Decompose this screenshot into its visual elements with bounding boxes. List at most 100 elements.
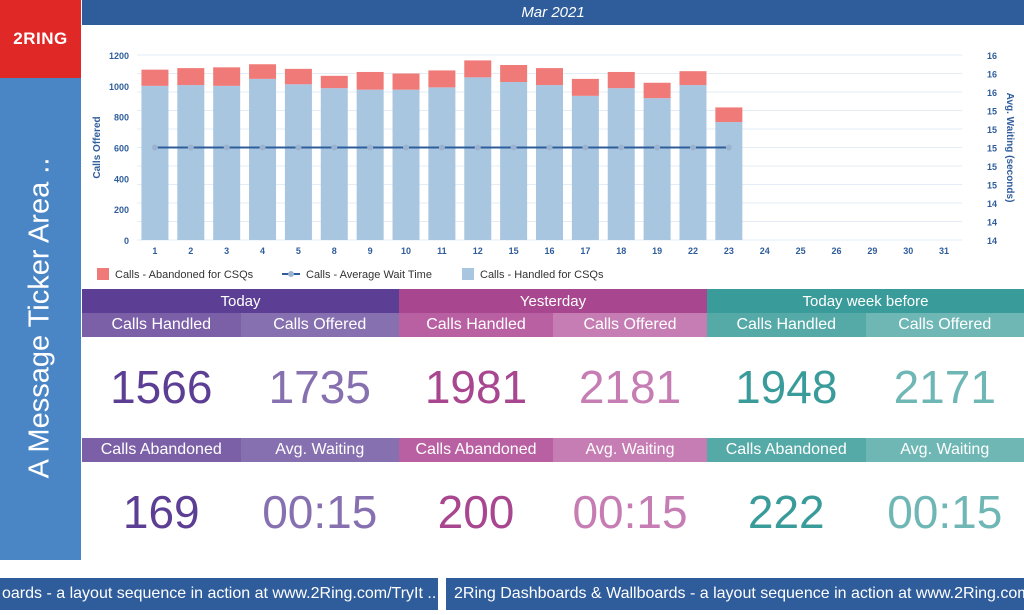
group-title: Today	[82, 289, 399, 313]
calls-abandoned-label: Calls Abandoned	[707, 438, 866, 462]
bar-handled	[428, 87, 456, 240]
brand-logo: 2RING	[0, 0, 81, 78]
x-tick-label: 5	[296, 246, 301, 256]
x-tick-label: 19	[652, 246, 662, 256]
avg-waiting-value: 00:15	[572, 486, 688, 538]
y-tick-label: 600	[114, 144, 129, 154]
y2-tick-label: 15	[987, 181, 997, 191]
calls-abandoned-value: 169	[122, 486, 200, 538]
bar-abandoned	[428, 70, 456, 88]
x-tick-label: 30	[903, 246, 913, 256]
calls-abandoned-value: 200	[437, 486, 515, 538]
x-tick-label: 31	[939, 246, 949, 256]
x-tick-label: 23	[724, 246, 734, 256]
calls-handled-value: 1566	[110, 361, 213, 413]
wait-time-point	[151, 144, 158, 151]
y2-tick-label: 14	[987, 199, 997, 209]
calls-handled-label: Calls Handled	[82, 313, 241, 337]
wait-time-point	[295, 144, 302, 151]
bar-abandoned	[500, 65, 528, 82]
x-tick-label: 12	[473, 246, 483, 256]
calls-chart: 1414141515151515161616020040060080010001…	[92, 51, 1015, 281]
x-tick-label: 16	[544, 246, 554, 256]
y2-tick-label: 15	[987, 125, 997, 135]
x-tick-label: 22	[688, 246, 698, 256]
legend-wait-label: Calls - Average Wait Time	[306, 269, 432, 281]
bar-abandoned	[320, 75, 348, 89]
avg-waiting-value: 00:15	[887, 486, 1003, 538]
calls-offered-value: 2181	[578, 361, 682, 413]
x-tick-label: 25	[796, 246, 806, 256]
y-tick-label: 800	[114, 113, 129, 123]
bar-abandoned	[571, 78, 599, 96]
legend-handled-label: Calls - Handled for CSQs	[480, 269, 604, 281]
bar-handled	[141, 85, 169, 240]
bar-abandoned	[284, 68, 312, 85]
bar-abandoned	[249, 64, 277, 79]
legend-handled-swatch	[462, 268, 474, 280]
wait-time-point	[510, 144, 517, 151]
bar-abandoned	[679, 71, 707, 86]
bar-handled	[249, 78, 277, 240]
x-tick-label: 10	[401, 246, 411, 256]
bar-abandoned	[141, 69, 169, 86]
calls-offered-value: 1735	[268, 361, 371, 413]
wait-time-point	[187, 144, 194, 151]
avg-waiting-value: 00:15	[262, 486, 378, 538]
bar-handled	[177, 85, 205, 240]
wait-time-point	[689, 144, 696, 151]
x-tick-label: 2	[188, 246, 193, 256]
bar-handled	[464, 77, 492, 240]
bottom-ticker-right: 2Ring Dashboards & Wallboards - a layout…	[446, 578, 1024, 610]
x-tick-label: 1	[152, 246, 157, 256]
x-tick-label: 11	[437, 246, 447, 256]
calls-handled-label: Calls Handled	[399, 313, 553, 337]
bar-handled	[715, 122, 743, 240]
bar-abandoned	[177, 68, 205, 86]
wait-time-point	[474, 144, 481, 151]
y2-tick-label: 16	[987, 70, 997, 80]
bar-abandoned	[392, 73, 420, 90]
x-tick-label: 15	[509, 246, 519, 256]
bar-handled	[643, 98, 671, 241]
bar-handled	[213, 85, 241, 240]
x-tick-label: 17	[580, 246, 590, 256]
bar-abandoned	[643, 82, 671, 99]
y-axis-label: Calls Offered	[92, 116, 103, 178]
avg-waiting-label: Avg. Waiting	[553, 438, 707, 462]
y-tick-label: 1000	[109, 82, 129, 92]
y-tick-label: 0	[124, 236, 129, 246]
wait-time-point	[654, 144, 661, 151]
bar-handled	[392, 89, 420, 240]
y-tick-label: 400	[114, 174, 129, 184]
y2-tick-label: 15	[987, 144, 997, 154]
calls-offered-label: Calls Offered	[240, 313, 399, 337]
x-tick-label: 26	[831, 246, 841, 256]
bar-handled	[284, 84, 312, 240]
wait-time-point	[367, 144, 374, 151]
legend-abandoned-swatch	[97, 268, 109, 280]
x-tick-label: 9	[368, 246, 373, 256]
group-title: Today week before	[707, 289, 1024, 313]
bar-abandoned	[464, 60, 492, 78]
calls-offered-label: Calls Offered	[865, 313, 1024, 337]
group-title: Yesterday	[399, 289, 707, 313]
calls-offered-label: Calls Offered	[553, 313, 707, 337]
bar-handled	[679, 85, 707, 240]
calls-abandoned-label: Calls Abandoned	[82, 438, 241, 462]
bar-handled	[356, 89, 384, 240]
legend-abandoned-label: Calls - Abandoned for CSQs	[115, 269, 254, 281]
calls-abandoned-label: Calls Abandoned	[399, 438, 553, 462]
avg-waiting-label: Avg. Waiting	[240, 438, 399, 462]
bar-handled	[500, 81, 528, 240]
x-tick-label: 3	[224, 246, 229, 256]
side-ticker-text: A Message Ticker Area ..	[23, 157, 56, 479]
wait-time-point	[259, 144, 266, 151]
wait-time-point	[618, 144, 625, 151]
legend-wait-marker	[288, 271, 294, 277]
ticker-text-left: oards - a layout sequence in action at w…	[2, 585, 437, 602]
bar-handled	[571, 95, 599, 241]
y2-tick-label: 15	[987, 162, 997, 172]
x-tick-label: 4	[260, 246, 265, 256]
bar-abandoned	[715, 107, 743, 123]
